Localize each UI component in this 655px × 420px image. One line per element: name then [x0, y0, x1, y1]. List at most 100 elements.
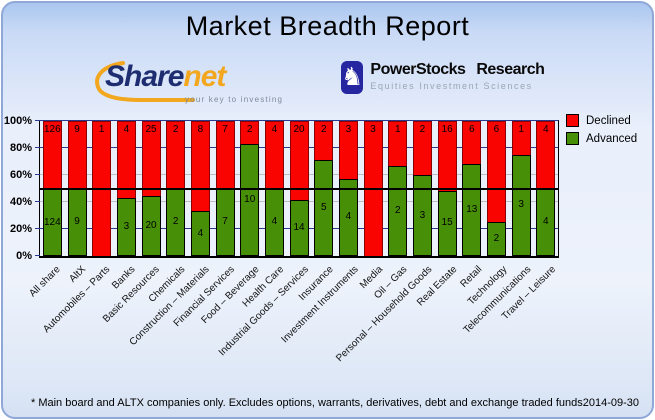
declined-segment: 1	[511, 121, 531, 155]
advanced-segment: 20	[141, 196, 161, 256]
advanced-count: 4	[542, 216, 549, 228]
advanced-segment: 3	[412, 175, 432, 256]
powerstocks-text: PowerStocks Research Equities Investment…	[370, 61, 544, 91]
advanced-count: 4	[345, 211, 352, 223]
declined-segment: 9	[67, 121, 87, 189]
sharenet-word-share: Share	[105, 60, 184, 93]
declined-count: 1	[394, 124, 401, 135]
advanced-count: 9	[74, 216, 80, 228]
bar-slot: 2 10	[237, 121, 262, 256]
sharenet-swoosh-icon	[95, 61, 195, 102]
declined-count: 4	[542, 124, 549, 135]
y-tick-mark	[35, 201, 40, 202]
declined-count: 1	[518, 124, 524, 135]
advanced-segment: 4	[536, 188, 556, 256]
bar-slot: 16 15	[435, 121, 460, 256]
advanced-segment: 2	[486, 222, 506, 256]
advanced-count: 3	[419, 209, 426, 221]
sharenet-wordmark: Sharenet	[105, 60, 226, 94]
sharenet-word-net: net	[183, 60, 226, 93]
chart-legend: Declined Advanced	[566, 114, 637, 150]
advanced-segment: 4	[264, 188, 284, 256]
advanced-count: 20	[145, 220, 157, 231]
advanced-count: 10	[244, 193, 256, 205]
y-tick-label: 0%	[16, 250, 32, 262]
advanced-segment: 9	[67, 188, 87, 256]
bar-slot: 6 13	[459, 121, 484, 256]
declined-count: 4	[123, 124, 130, 135]
declined-segment: 6	[462, 121, 482, 164]
y-tick-label: 40%	[9, 196, 32, 208]
powerstocks-logo: ♞ PowerStocks Research Equities Investme…	[341, 61, 545, 103]
bars-layer: 126 124 9 9 1 4 3 25 20 2 2 8 4 7 7 2 10 4 4 20 14 2 5 3 4 3 1 2 2 3 1…	[40, 121, 558, 256]
advanced-count: 2	[493, 233, 500, 245]
bar-slot: 126 124	[40, 121, 65, 256]
y-tick-mark	[35, 147, 40, 148]
advanced-segment: 5	[314, 159, 334, 256]
advanced-count: 2	[172, 216, 179, 228]
advanced-segment: 3	[511, 154, 531, 256]
declined-segment: 2	[240, 121, 260, 144]
declined-count: 6	[493, 124, 500, 135]
advanced-count: 3	[123, 221, 130, 233]
sharenet-logo: Sharenet your key to investing	[89, 58, 282, 108]
declined-count: 7	[222, 124, 228, 135]
y-tick-label: 20%	[9, 223, 32, 235]
bar-column: 16 15	[437, 121, 457, 256]
advanced-segment: 2	[388, 166, 408, 256]
bar-column: 2 10	[240, 121, 260, 256]
bar-slot: 20 14	[287, 121, 312, 256]
declined-count: 20	[293, 124, 305, 135]
advanced-count: 3	[518, 199, 524, 211]
declined-count: 25	[145, 124, 157, 135]
x-axis-label-text: All share	[27, 264, 64, 300]
bar-column: 25 20	[141, 121, 161, 256]
declined-segment: 20	[289, 121, 309, 201]
legend-label-advanced: Advanced	[586, 132, 638, 145]
declined-count: 16	[441, 124, 453, 135]
all-share-reference-line	[40, 188, 558, 191]
declined-count: 126	[43, 124, 61, 135]
legend-item-advanced: Advanced	[566, 132, 637, 145]
declined-count: 4	[271, 124, 278, 135]
declined-segment: 1	[388, 121, 408, 166]
advanced-count: 4	[197, 227, 204, 239]
declined-segment: 8	[190, 121, 210, 211]
advanced-segment: 10	[240, 143, 260, 256]
advanced-count: 7	[222, 216, 228, 228]
y-tick-label: 60%	[9, 169, 32, 181]
advanced-segment: 124	[42, 189, 62, 256]
advanced-segment: 2	[166, 188, 186, 256]
declined-segment: 4	[264, 121, 284, 189]
advanced-segment: 15	[437, 190, 457, 256]
x-axis-label-text: AltX	[67, 264, 88, 285]
advanced-count: 15	[441, 217, 453, 229]
declined-count: 3	[370, 124, 376, 135]
legend-label-declined: Declined	[586, 114, 631, 127]
declined-count: 6	[468, 124, 475, 135]
bar-slot: 25 20	[139, 121, 164, 256]
advanced-segment: 7	[215, 188, 235, 256]
bar-column: 20 14	[289, 121, 309, 256]
powerstocks-subtitle: Equities Investment Sciences	[370, 81, 533, 91]
knight-chess-icon: ♞	[341, 61, 364, 94]
y-tick-label: 80%	[9, 142, 32, 154]
declined-count: 2	[419, 124, 426, 135]
declined-segment: 2	[166, 121, 186, 189]
advanced-segment: 14	[289, 200, 309, 256]
advanced-segment: 3	[116, 198, 136, 256]
advanced-count: 13	[466, 203, 478, 215]
declined-segment: 2	[314, 121, 334, 160]
declined-count: 9	[74, 124, 80, 135]
